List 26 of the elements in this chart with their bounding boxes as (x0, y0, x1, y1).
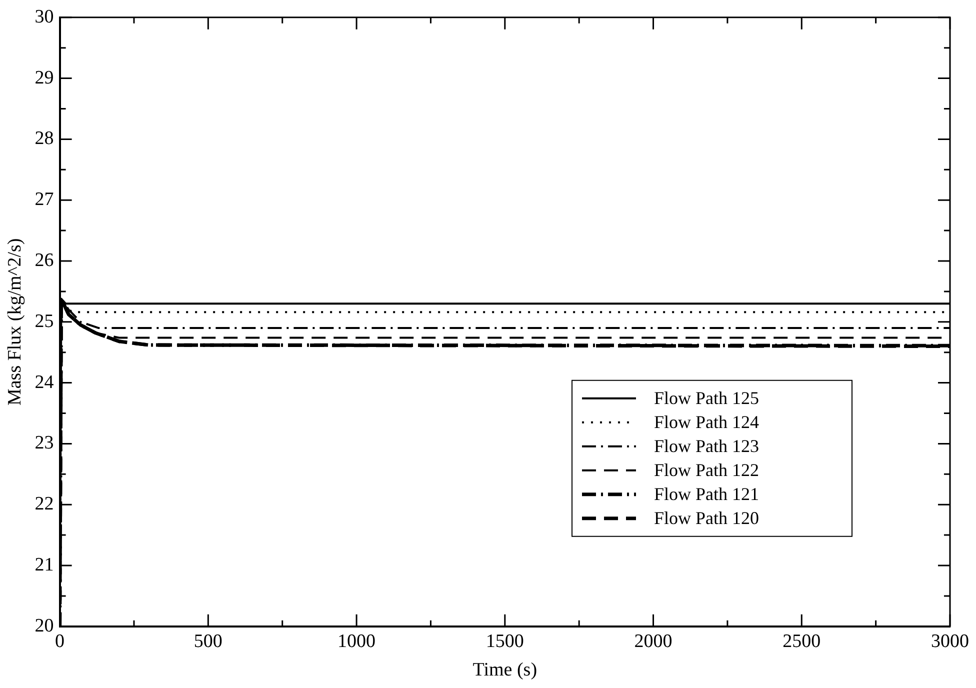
legend-label: Flow Path 123 (654, 436, 760, 456)
x-tick-label: 2500 (782, 630, 821, 652)
x-tick-label: 500 (194, 630, 222, 652)
legend-label: Flow Path 121 (654, 484, 760, 504)
x-tick-label: 1500 (486, 630, 524, 652)
y-axis-title: Mass Flux (kg/m^2/s) (4, 238, 26, 406)
y-tick-label: 21 (34, 554, 54, 576)
y-tick-label: 24 (34, 372, 54, 393)
x-axis-title: Time (s) (472, 660, 538, 681)
x-tick-label: 2000 (634, 630, 672, 652)
x-tick-label: 0 (55, 630, 65, 652)
x-tick-label: 1000 (338, 630, 376, 652)
y-tick-label: 26 (34, 250, 54, 271)
legend-label: Flow Path 124 (654, 412, 760, 432)
legend-label: Flow Path 125 (654, 388, 760, 408)
y-tick-label: 29 (34, 67, 54, 88)
y-tick-label: 22 (34, 494, 54, 515)
y-tick-label: 23 (34, 432, 54, 454)
y-tick-label: 25 (34, 310, 54, 332)
legend-label: Flow Path 120 (654, 508, 760, 528)
y-tick-label: 30 (34, 6, 54, 28)
x-tick-label: 3000 (931, 630, 969, 652)
y-tick-label: 27 (34, 189, 54, 210)
y-tick-label: 28 (34, 128, 54, 150)
legend-label: Flow Path 122 (654, 460, 760, 480)
y-tick-label: 20 (34, 615, 54, 636)
